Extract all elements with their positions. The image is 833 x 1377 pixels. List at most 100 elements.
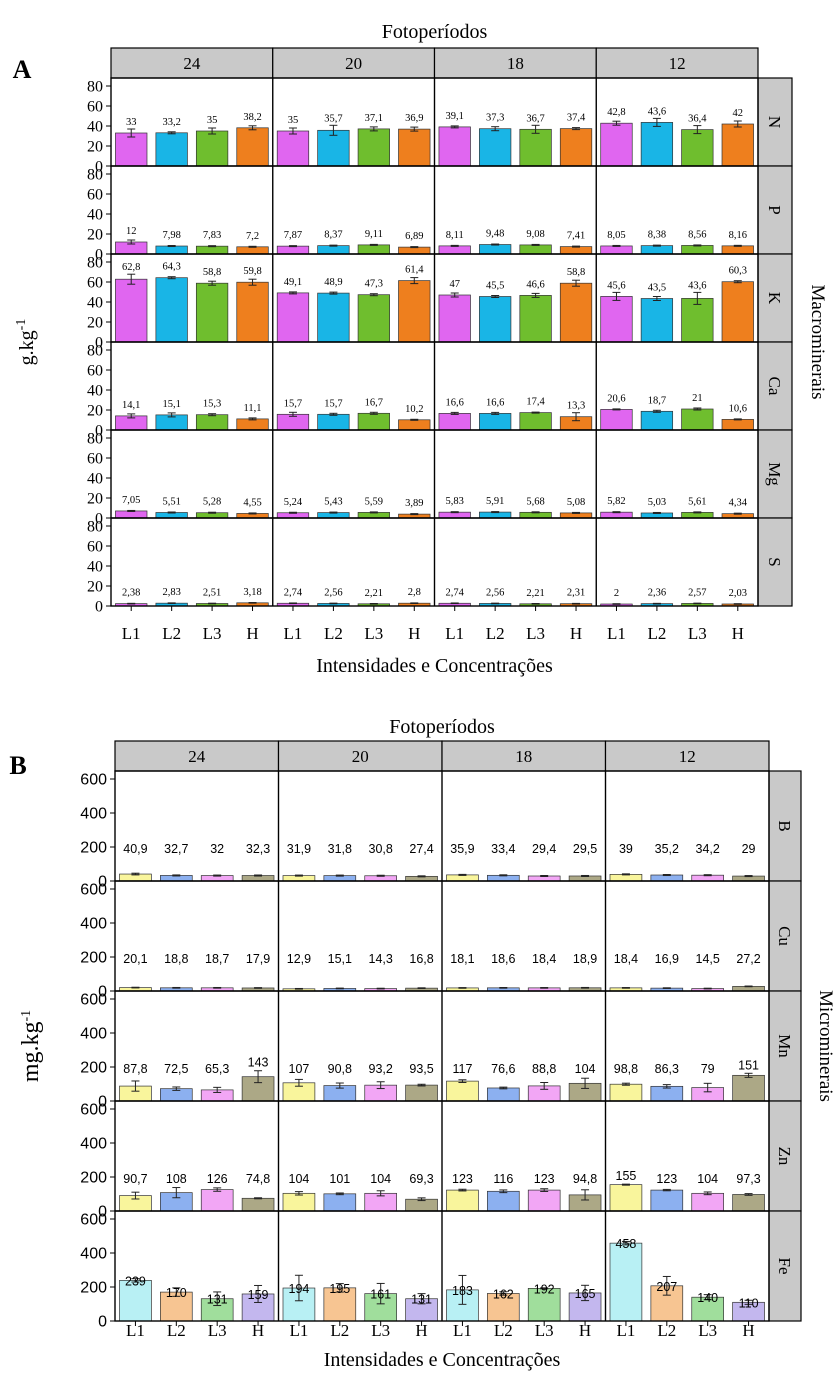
bar-k-18-l2 [479,296,512,343]
data-label: 5,08 [567,497,585,508]
data-label: 10,6 [729,403,747,414]
data-label: 3,89 [405,498,423,509]
y-tick-label: 60 [87,187,103,204]
data-label: 16,7 [365,397,383,408]
y-tick-label: 0 [95,423,103,440]
bar-ca-20-h [398,419,431,431]
data-label: 37,1 [365,113,383,124]
x-tick-label: L3 [371,1321,390,1340]
bar-p-12-l2 [640,245,674,255]
data-label: 5,83 [446,496,464,507]
bar-n-12-h [721,123,754,167]
x-tick-label: L1 [126,1321,145,1340]
data-label: 45,6 [607,280,625,291]
bar-ca-20-l3 [357,412,390,431]
data-label: 14,1 [122,400,140,411]
data-label: 183 [452,1284,473,1298]
bar-k-12-l2 [640,298,674,343]
data-label: 93,5 [409,1062,433,1076]
data-label: 6,89 [405,231,423,242]
bar-n-12-l1 [600,122,633,167]
data-label: 65,3 [205,1062,229,1076]
x-axis-label: Intensidades e Concentrações [324,1349,561,1371]
x-tick-label: H [252,1321,264,1340]
data-label: 18,4 [614,952,638,966]
y-tick-label: 20 [87,403,103,420]
data-label: 5,82 [607,496,625,507]
chart-title: Fotoperíodos [389,716,495,738]
data-label: 8,38 [648,230,666,241]
bar-mn-12-l1 [609,1083,643,1102]
data-label: 8,56 [688,229,706,240]
data-label: 104 [370,1172,391,1186]
y-tick-label: 80 [87,255,103,272]
data-label: 131 [411,1293,432,1307]
data-label: 86,3 [655,1062,679,1076]
bar-k-24-l3 [195,282,229,343]
data-label: 140 [697,1291,718,1305]
data-label: 195 [329,1282,350,1296]
bar-zn-20-l1 [282,1192,316,1212]
bar-k-18-h [559,282,593,343]
y-tick-label: 600 [80,1212,107,1229]
data-label: 18,7 [648,395,666,406]
column-strip-label: 20 [345,54,362,73]
bar-n-18-h [559,128,593,167]
data-label: 2,38 [122,588,140,599]
data-label: 98,8 [614,1062,638,1076]
data-label: 5,91 [486,496,504,507]
bar-mn-12-h [732,1074,765,1102]
data-label: 161 [370,1288,391,1302]
y-axis-label-main: mg.kg [18,1022,44,1083]
bar-p-18-l3 [519,244,552,255]
y-tick-label: 0 [95,599,103,616]
data-label: 32,7 [164,842,188,856]
bar-zn-12-l3 [691,1192,724,1212]
bar-p-24-h [236,246,269,255]
row-strip-label: B [775,820,794,831]
data-label: 155 [616,1169,637,1183]
y-axis-label-main: g.kg [16,330,38,365]
bar-ca-24-h [236,418,269,431]
data-label: 32 [210,842,224,856]
y-tick-label: 20 [87,491,103,508]
y-tick-label: 200 [80,950,107,967]
data-label: 107 [289,1062,310,1076]
bar-ca-12-h [721,419,754,431]
bar-n-24-l3 [195,130,229,167]
data-label: 5,28 [203,497,221,508]
bar-zn-12-l1 [609,1184,643,1212]
bar-k-12-l1 [600,296,633,343]
bar-fe-20-l2 [323,1287,357,1322]
data-label: 5,68 [526,496,544,507]
x-tick-label: L1 [453,1321,472,1340]
y-tick-label: 60 [87,275,103,292]
data-label: 33,4 [491,842,515,856]
bar-p-24-l3 [195,245,229,255]
chart-title: Fotoperíodos [382,21,488,43]
bar-ca-18-l2 [479,413,512,431]
bar-mn-18-l2 [487,1087,520,1102]
data-label: 5,03 [648,497,666,508]
bar-ca-12-l2 [640,410,674,431]
bar-k-24-l2 [155,277,188,343]
data-label: 49,1 [284,277,302,288]
data-label: 104 [289,1172,310,1186]
column-strip-label: 24 [188,747,206,766]
x-tick-label: L3 [535,1321,554,1340]
data-label: 35,7 [324,113,342,124]
y-tick-label: 40 [87,383,103,400]
data-label: 17,4 [526,397,545,408]
data-label: 76,6 [491,1062,515,1076]
data-label: 126 [207,1172,228,1186]
data-label: 79 [701,1062,715,1076]
x-tick-label: L1 [607,624,626,643]
data-label: 207 [656,1280,677,1294]
data-label: 8,05 [607,230,625,241]
data-label: 38,2 [243,112,261,123]
y-tick-label: 40 [87,471,103,488]
x-tick-label: L1 [284,624,303,643]
data-label: 151 [738,1058,759,1072]
y-tick-label: 40 [87,119,103,136]
